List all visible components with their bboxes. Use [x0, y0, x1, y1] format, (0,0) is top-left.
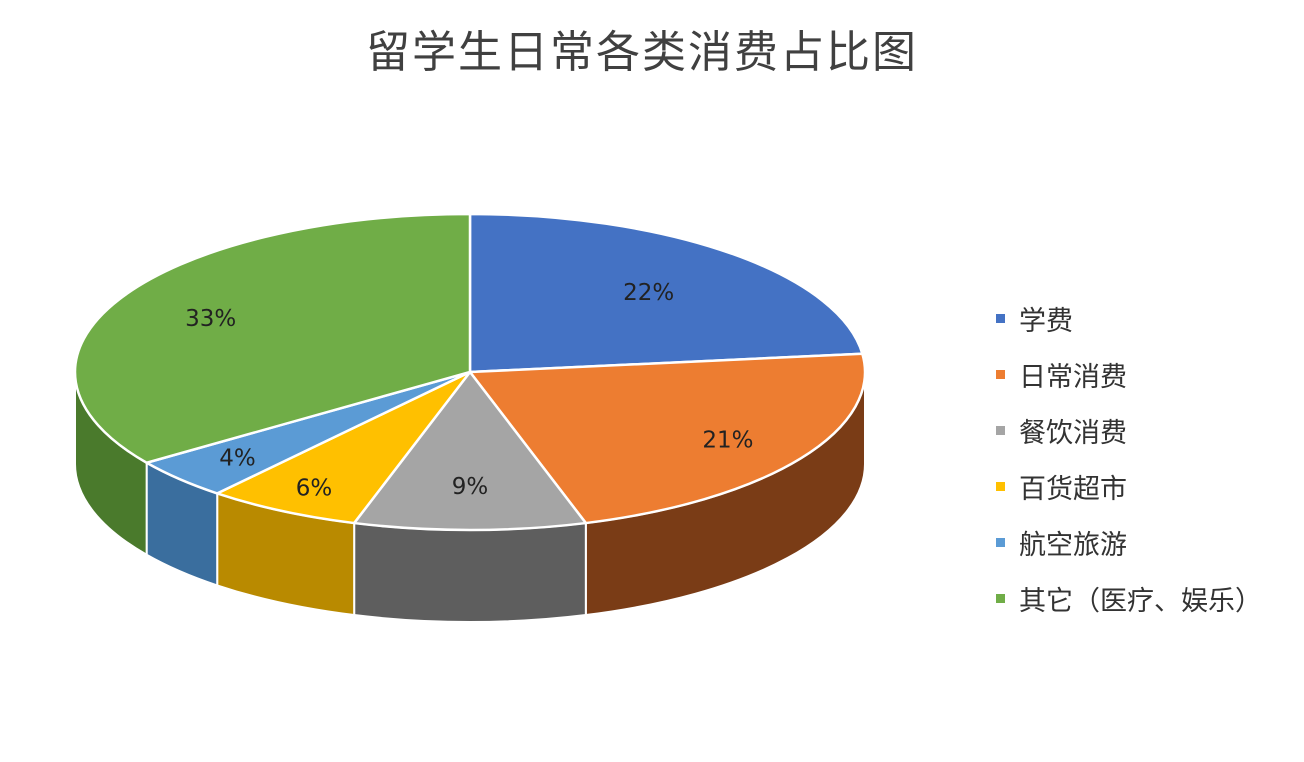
legend-swatch [996, 425, 1005, 435]
legend-item-3: 百货超市 [996, 458, 1262, 514]
legend-swatch [996, 593, 1005, 603]
legend-swatch [996, 369, 1005, 379]
legend-item-1: 日常消费 [996, 346, 1262, 402]
data-label-0: 22% [623, 280, 674, 306]
data-label-5: 33% [185, 306, 236, 332]
pie-side-2 [353, 521, 587, 623]
legend-swatch [996, 537, 1005, 547]
pie-slice-5 [73, 212, 472, 464]
pie-slice-0 [468, 212, 864, 374]
legend-label: 餐饮消费 [1019, 417, 1127, 449]
legend-label: 学费 [1019, 305, 1073, 337]
legend-swatch [996, 481, 1005, 491]
legend-label: 日常消费 [1019, 361, 1127, 393]
legend-item-4: 航空旅游 [996, 514, 1262, 570]
legend-item-2: 餐饮消费 [996, 402, 1262, 458]
pie-slice-1 [468, 352, 867, 525]
legend-label: 百货超市 [1019, 473, 1127, 505]
data-label-1: 21% [702, 427, 753, 453]
data-label-4: 4% [219, 446, 256, 472]
legend-item-0: 学费 [996, 290, 1262, 346]
legend-label: 航空旅游 [1019, 529, 1127, 561]
legend: 学费日常消费餐饮消费百货超市航空旅游其它（医疗、娱乐） [996, 290, 1262, 626]
data-label-3: 6% [296, 475, 333, 501]
legend-label: 其它（医疗、娱乐） [1019, 585, 1262, 617]
pie-slice-3 [215, 370, 472, 525]
pie-slice-2 [352, 370, 588, 532]
data-label-2: 9% [452, 474, 489, 500]
legend-swatch [996, 313, 1005, 323]
chart-title: 留学生日常各类消费占比图 [366, 27, 918, 78]
legend-item-5: 其它（医疗、娱乐） [996, 570, 1262, 626]
